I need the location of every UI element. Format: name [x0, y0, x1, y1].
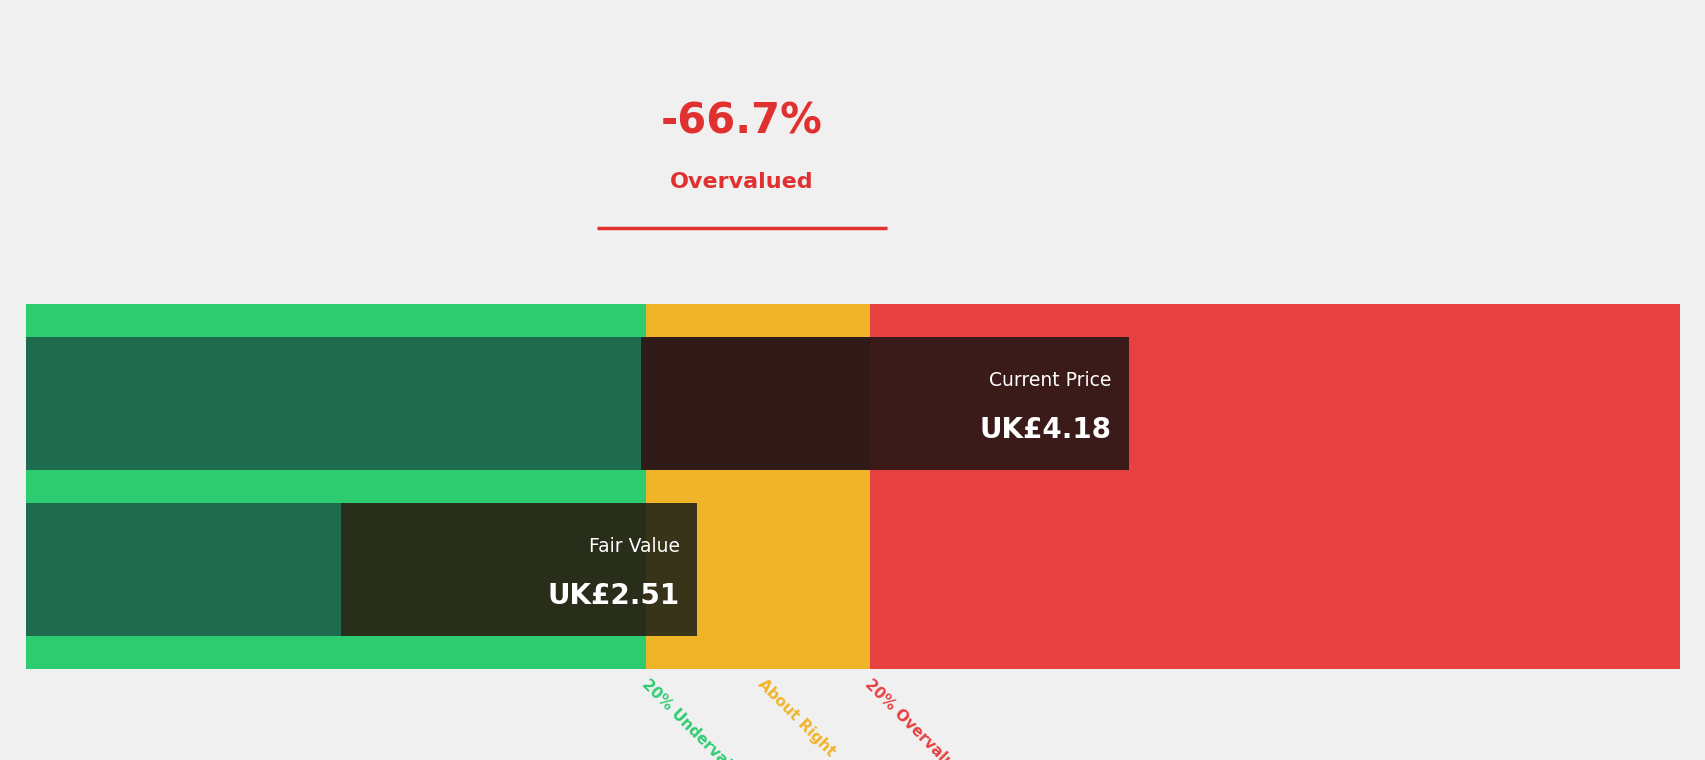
Bar — [641, 337, 1129, 470]
Bar — [646, 636, 870, 669]
Text: 20% Overvalued: 20% Overvalued — [861, 676, 972, 760]
Bar — [26, 304, 646, 337]
Bar — [646, 470, 870, 503]
Bar — [26, 636, 646, 669]
Bar — [646, 337, 870, 470]
Text: Overvalued: Overvalued — [670, 173, 813, 192]
Bar — [646, 304, 870, 337]
Text: About Right: About Right — [754, 676, 837, 759]
Bar — [870, 636, 1679, 669]
Bar — [26, 337, 646, 470]
Bar — [341, 503, 696, 636]
Text: -66.7%: -66.7% — [662, 100, 822, 143]
Text: 20% Undervalued: 20% Undervalued — [639, 676, 755, 760]
Bar — [870, 503, 1679, 636]
Bar — [870, 304, 1679, 337]
Bar — [870, 337, 1679, 470]
Text: UK£2.51: UK£2.51 — [547, 582, 679, 610]
Bar — [26, 470, 646, 503]
Bar — [646, 503, 870, 636]
Text: UK£4.18: UK£4.18 — [979, 416, 1112, 444]
Text: Current Price: Current Price — [989, 372, 1112, 391]
Bar — [870, 470, 1679, 503]
Bar — [26, 503, 646, 636]
Text: Fair Value: Fair Value — [588, 537, 679, 556]
